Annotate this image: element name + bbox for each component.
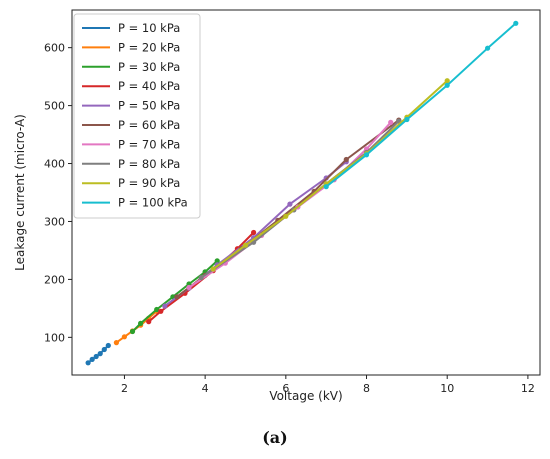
data-point (214, 258, 220, 264)
data-point (485, 45, 491, 51)
data-point (444, 78, 450, 84)
data-point (242, 242, 249, 248)
legend-entry-label: P = 40 kPa (118, 79, 180, 93)
data-point (174, 294, 180, 300)
legend-entry-label: P = 90 kPa (118, 176, 180, 190)
legend-entry-label: P = 100 kPa (118, 196, 188, 210)
y-tick-label: 500 (44, 100, 65, 113)
series-10 (323, 20, 519, 190)
legend-entry-label: P = 50 kPa (118, 99, 180, 113)
data-point (85, 360, 91, 366)
data-point (444, 82, 450, 88)
data-point (388, 119, 394, 125)
data-point (210, 266, 216, 272)
data-point (146, 319, 152, 325)
x-tick-label: 6 (282, 382, 289, 395)
x-tick-label: 4 (202, 382, 209, 395)
legend-entry-label: P = 20 kPa (118, 40, 180, 54)
legend-entry-label: P = 60 kPa (118, 118, 180, 132)
data-point (113, 340, 119, 346)
figure-caption: (a) (0, 428, 550, 447)
y-axis-label: Leakage current (micro-A) (13, 114, 27, 271)
x-tick-label: 8 (363, 382, 370, 395)
data-point (404, 116, 410, 123)
legend-entry-label: P = 80 kPa (118, 157, 180, 171)
legend-entry-label: P = 10 kPa (118, 21, 180, 35)
series-1 (85, 342, 111, 366)
data-point (105, 342, 111, 349)
y-tick-label: 400 (44, 158, 65, 171)
data-point (162, 303, 168, 309)
legend: P = 10 kPa P = 20 kPa P = 30 kPa P = 40 kPa… (73, 13, 201, 219)
data-point (121, 334, 127, 340)
y-tick-label: 100 (44, 331, 65, 344)
data-point (138, 320, 144, 326)
data-point (287, 201, 293, 207)
x-tick-label: 2 (121, 382, 128, 395)
data-point (97, 351, 103, 357)
data-point (89, 356, 95, 362)
data-point (186, 284, 192, 291)
data-point (323, 184, 329, 190)
data-point (158, 308, 164, 314)
x-axis-label: Voltage (kV) (269, 389, 342, 403)
data-point (101, 346, 107, 353)
series-line (148, 231, 255, 323)
data-point (129, 328, 136, 335)
legend-frame (73, 13, 201, 219)
y-tick-label: 600 (44, 42, 65, 55)
series-group (85, 20, 519, 366)
data-point (154, 306, 160, 313)
data-point (93, 353, 99, 360)
data-point (251, 229, 257, 236)
data-point (343, 156, 349, 163)
data-point (513, 20, 519, 26)
caption-text: (a) (262, 428, 288, 447)
data-point (283, 213, 289, 219)
axis-ticks: 2 4 6 8 10 12 100 200 300 400 500 600 (44, 42, 535, 395)
legend-entry-label: P = 70 kPa (118, 137, 180, 151)
x-tick-label: 10 (440, 382, 454, 395)
legend-entry-label: P = 30 kPa (118, 60, 180, 74)
y-tick-label: 200 (44, 273, 65, 286)
series-line (325, 22, 517, 188)
data-point (363, 152, 370, 158)
data-point (198, 275, 204, 281)
y-tick-label: 300 (44, 215, 65, 228)
x-tick-label: 12 (521, 382, 535, 395)
